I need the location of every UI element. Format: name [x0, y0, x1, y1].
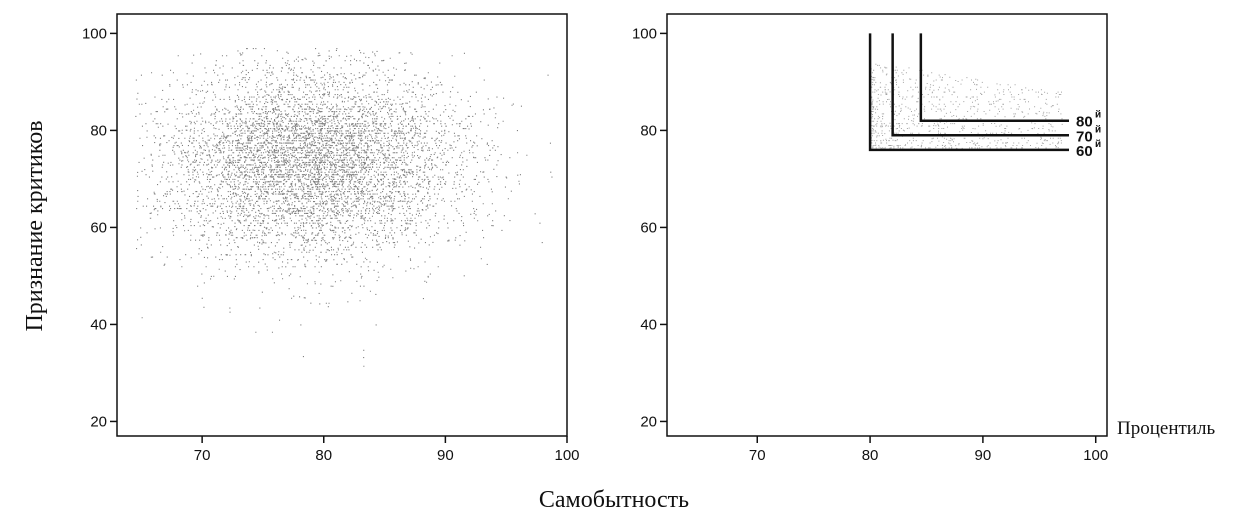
x-tick-label: 90: [437, 447, 454, 464]
x-tick-label: 70: [194, 447, 211, 464]
scatter-panel-left: 20 40 60 80 100 70 80 90 100: [82, 13, 580, 464]
percentile-cutoff-label: 60: [1076, 143, 1093, 160]
y-tick-label: 100: [82, 25, 107, 42]
y-tick-label: 80: [90, 122, 107, 139]
percentile-cutoff-label: 80: [1076, 114, 1093, 131]
y-tick-label: 20: [640, 413, 657, 430]
y-tick-label: 60: [640, 219, 657, 236]
plot-frame: [666, 13, 1108, 437]
percentile-axis-title: Процентиль: [1117, 418, 1215, 439]
y-tick-label: 100: [632, 25, 657, 42]
plot-frame: [116, 13, 568, 437]
x-tick-label: 80: [315, 447, 332, 464]
x-tick-label: 100: [1083, 447, 1108, 464]
scatter-points: [135, 48, 553, 367]
x-tick-label: 100: [554, 447, 579, 464]
percentile-cutoff-suffix: й: [1095, 110, 1101, 121]
percentile-cutoff-suffix: й: [1095, 124, 1101, 135]
y-tick-label: 40: [640, 316, 657, 333]
left-points: [135, 48, 553, 367]
right-points: [870, 63, 1063, 151]
x-tick-label: 70: [749, 447, 766, 464]
percentile-cutoff-label: 70: [1076, 128, 1093, 145]
y-tick-label: 60: [90, 219, 107, 236]
scatter-points: [870, 63, 1063, 151]
y-tick-label: 80: [640, 122, 657, 139]
y-tick-label: 20: [90, 413, 107, 430]
x-tick-label: 90: [975, 447, 992, 464]
x-axis-title: Самобытность: [539, 487, 689, 511]
left-axes: 20 40 60 80 100 70 80 90 100: [82, 13, 580, 464]
percentile-cutoff-line: [919, 33, 1069, 122]
y-tick-label: 40: [90, 316, 107, 333]
percentile-cutoff-suffix: й: [1095, 139, 1101, 150]
percentile-cutoff-line: [868, 33, 1069, 152]
x-tick-label: 80: [862, 447, 879, 464]
y-axis-title: Признание критиков: [22, 120, 48, 331]
percentile-cutoffs: 80 й70 й60 й: [868, 33, 1101, 160]
percentile-cutoff-line: [891, 33, 1069, 137]
